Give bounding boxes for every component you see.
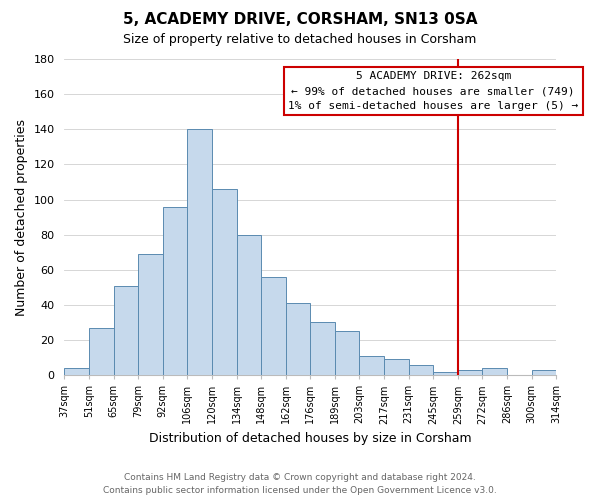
Bar xyxy=(409,364,433,375)
Y-axis label: Number of detached properties: Number of detached properties xyxy=(15,118,28,316)
Text: Size of property relative to detached houses in Corsham: Size of property relative to detached ho… xyxy=(124,32,476,46)
Bar xyxy=(138,254,163,375)
Bar xyxy=(384,360,409,375)
Bar xyxy=(532,370,556,375)
Bar xyxy=(236,234,261,375)
Bar xyxy=(113,286,138,375)
Bar xyxy=(335,331,359,375)
Bar xyxy=(458,370,482,375)
Bar xyxy=(187,130,212,375)
Text: 5 ACADEMY DRIVE: 262sqm
← 99% of detached houses are smaller (749)
1% of semi-de: 5 ACADEMY DRIVE: 262sqm ← 99% of detache… xyxy=(288,72,578,111)
Bar xyxy=(286,303,310,375)
X-axis label: Distribution of detached houses by size in Corsham: Distribution of detached houses by size … xyxy=(149,432,472,445)
Bar xyxy=(310,322,335,375)
Bar xyxy=(359,356,384,375)
Bar xyxy=(482,368,507,375)
Bar xyxy=(163,206,187,375)
Text: Contains HM Land Registry data © Crown copyright and database right 2024.
Contai: Contains HM Land Registry data © Crown c… xyxy=(103,473,497,495)
Bar xyxy=(89,328,113,375)
Bar xyxy=(64,368,89,375)
Text: 5, ACADEMY DRIVE, CORSHAM, SN13 0SA: 5, ACADEMY DRIVE, CORSHAM, SN13 0SA xyxy=(123,12,477,28)
Bar xyxy=(433,372,458,375)
Bar xyxy=(212,189,236,375)
Bar xyxy=(261,277,286,375)
